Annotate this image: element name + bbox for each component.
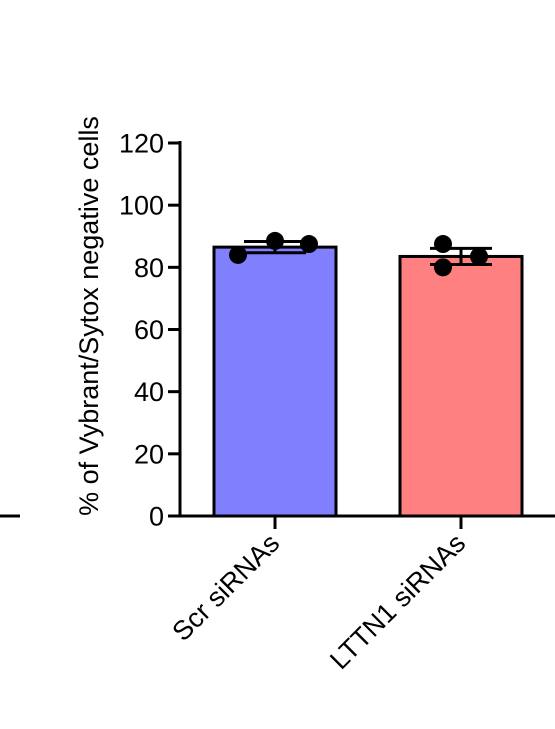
- data-point: [470, 247, 488, 266]
- x-axis-ticks: [273, 516, 463, 529]
- y-tick-label: 100: [119, 191, 164, 221]
- data-point: [300, 235, 318, 254]
- data-points: [229, 231, 488, 277]
- y-tick-label: 20: [134, 439, 164, 469]
- y-tick-label: 60: [134, 315, 164, 345]
- y-axis-ticks: 0 20 40 60 80 100 120: [119, 129, 180, 532]
- y-tick-label: 0: [149, 502, 164, 532]
- bar: [212, 245, 338, 518]
- y-tick-label: 120: [119, 129, 164, 159]
- y-tick-label: 80: [134, 253, 164, 283]
- category-labels: Scr siRNAs LTTN1 siRNAs: [166, 528, 471, 675]
- data-point: [434, 258, 452, 277]
- x-category-label: Scr siRNAs: [166, 528, 285, 647]
- data-point: [434, 235, 452, 254]
- y-tick-label: 40: [134, 377, 164, 407]
- data-point: [229, 245, 247, 264]
- y-axis-title: % of Vybrant/Sytox negative cells: [74, 116, 104, 516]
- bars: [212, 245, 524, 518]
- bar: [398, 254, 524, 518]
- x-category-label: LTTN1 siRNAs: [324, 528, 471, 675]
- data-point: [266, 231, 284, 250]
